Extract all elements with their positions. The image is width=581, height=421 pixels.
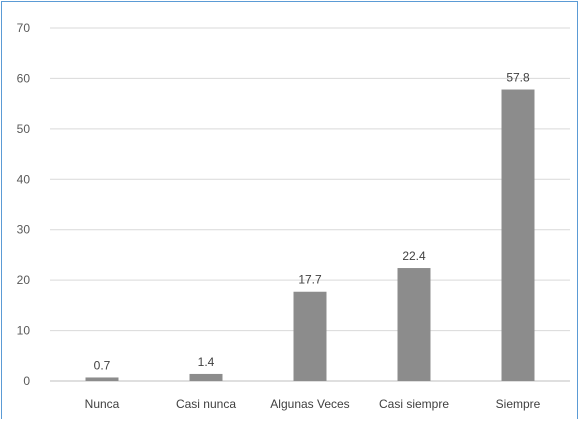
y-tick-label: 60 [17, 71, 31, 85]
bar-nunca [85, 377, 119, 381]
bar-casi-siempre [397, 268, 431, 381]
x-axis-category-labels: Nunca Casi nunca Algunas Veces Casi siempre… [85, 397, 541, 411]
x-category-label: Algunas Veces [270, 397, 349, 411]
y-axis-tick-labels: 0 10 20 30 40 50 60 70 [17, 21, 31, 388]
y-tick-label: 10 [17, 324, 31, 338]
x-category-label: Casi siempre [379, 397, 449, 411]
y-tick-label: 40 [17, 172, 31, 186]
y-tick-label: 30 [17, 223, 31, 237]
data-labels: 0.7 1.4 17.7 22.4 57.8 [94, 71, 530, 373]
data-label: 17.7 [298, 273, 322, 287]
y-tick-label: 20 [17, 273, 31, 287]
data-label: 0.7 [94, 358, 111, 372]
bar-algunas-veces [293, 291, 327, 381]
y-tick-label: 50 [17, 122, 31, 136]
bar-casi-nunca [189, 373, 223, 381]
x-category-label: Casi nunca [176, 397, 236, 411]
y-tick-label: 70 [17, 21, 31, 35]
x-category-label: Nunca [85, 397, 120, 411]
data-label: 57.8 [506, 71, 530, 85]
y-tick-label: 0 [23, 374, 30, 388]
bars [85, 89, 535, 381]
data-label: 22.4 [402, 249, 426, 263]
x-category-label: Siempre [496, 397, 541, 411]
bar-siempre [501, 89, 535, 381]
data-label: 1.4 [198, 355, 215, 369]
